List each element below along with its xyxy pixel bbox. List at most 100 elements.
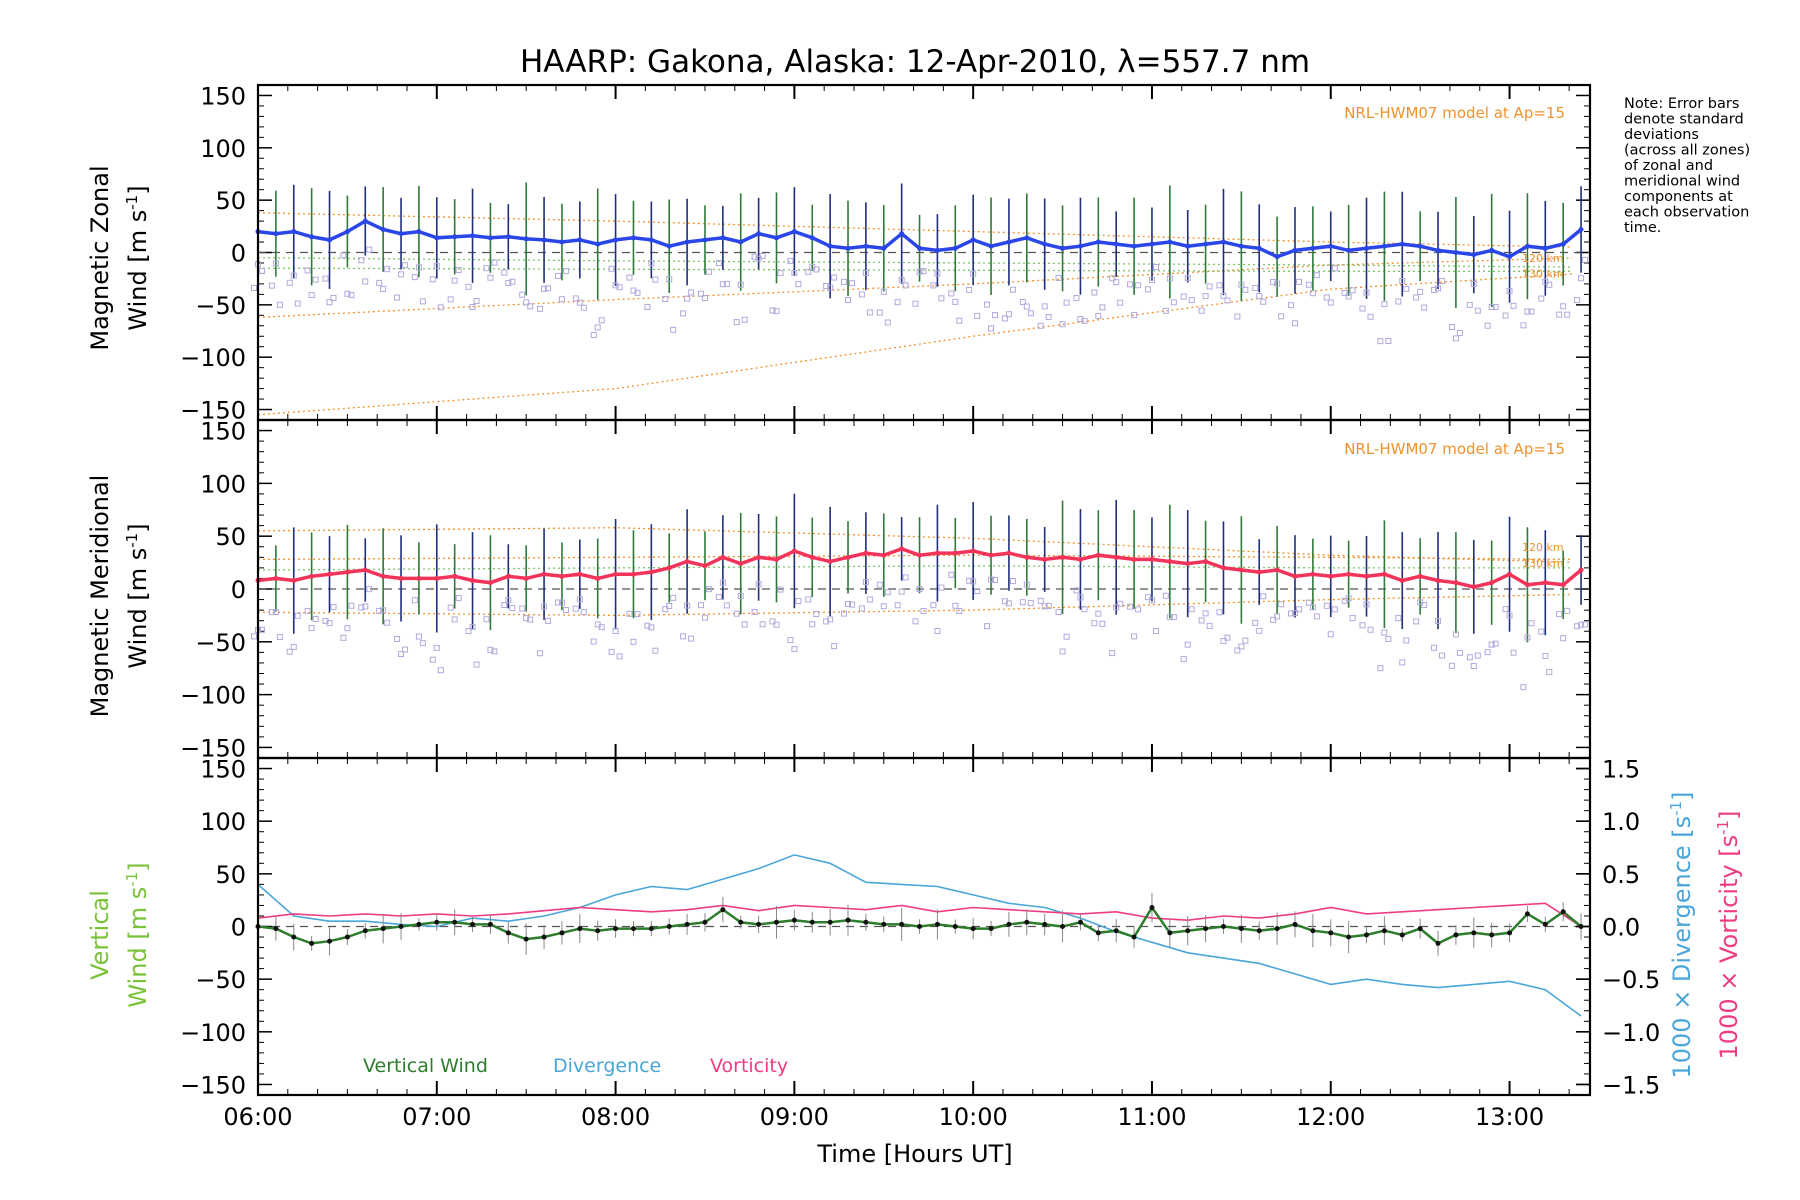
meridional-zone-sample — [862, 579, 869, 586]
zonal-zone-sample — [1506, 288, 1513, 295]
zonal-mean-wind-point — [952, 245, 958, 251]
zonal-model-curve — [257, 273, 1573, 416]
zonal-zone-sample — [1242, 286, 1249, 293]
meridional-zone-sample — [1216, 609, 1223, 616]
vertical-ytick-label: 150 — [200, 756, 246, 784]
meridional-zone-sample — [358, 604, 365, 611]
zonal-zone-sample — [652, 276, 659, 283]
meridional-ytick-label: 0 — [231, 576, 246, 604]
meridional-mean-wind-point — [773, 556, 779, 562]
vertical-wind-point — [881, 921, 887, 927]
zonal-zone-sample — [1349, 287, 1356, 294]
meridional-zone-sample — [251, 633, 257, 640]
zonal-zone-sample — [1117, 299, 1124, 306]
meridional-mean-wind-point — [827, 559, 833, 565]
zonal-zone-sample — [541, 285, 548, 292]
meridional-zone-sample — [1077, 594, 1084, 601]
vertical-wind-point — [773, 919, 779, 925]
zonal-zone-sample — [286, 279, 293, 286]
zonal-zone-sample — [1381, 301, 1388, 308]
meridional-zone-sample — [433, 644, 440, 651]
zonal-zone-sample — [827, 284, 834, 291]
meridional-zone-sample — [1109, 650, 1116, 657]
zonal-mean-wind-point — [738, 239, 744, 245]
zonal-zone-sample — [1313, 272, 1320, 279]
meridional-zone-sample — [992, 576, 999, 583]
right-ytick-label: 1.0 — [1602, 808, 1640, 836]
meridional-zone-sample — [894, 602, 901, 609]
zonal-mean-wind-point — [1435, 247, 1441, 253]
meridional-zone-sample — [1331, 606, 1338, 613]
meridional-zone-sample — [1091, 620, 1098, 627]
zonal-zone-sample — [1059, 321, 1066, 328]
vertical-ytick-label: −100 — [180, 1019, 246, 1047]
meridional-zone-sample — [626, 610, 633, 617]
meridional-zone-sample — [795, 597, 802, 604]
zonal-mean-wind-point — [505, 234, 511, 240]
zonal-zone-sample — [572, 295, 579, 302]
meridional-mean-wind-point — [1274, 567, 1280, 573]
meridional-zone-sample — [1542, 652, 1549, 659]
vertical-wind-point — [1024, 919, 1030, 925]
zonal-zone-sample — [992, 312, 999, 319]
meridional-zone-sample — [733, 610, 740, 617]
vertical-ytick-label: 0 — [231, 914, 246, 942]
meridional-zone-sample — [970, 578, 977, 585]
meridional-zone-sample — [1152, 628, 1159, 635]
zonal-zone-sample — [1216, 282, 1223, 289]
meridional-mean-wind-point — [523, 575, 529, 581]
legend-entry-2: Divergence — [553, 1055, 661, 1077]
meridional-zone-sample — [1413, 618, 1420, 625]
vertical-wind-point — [917, 924, 923, 929]
zonal-mean-wind-point — [1060, 245, 1066, 251]
x-tick-label: 07:00 — [402, 1103, 471, 1131]
meridional-zone-sample — [769, 618, 776, 625]
meridional-zone-sample — [1385, 635, 1392, 642]
zonal-zone-sample — [1488, 304, 1495, 311]
meridional-model-curve — [258, 554, 1573, 561]
meridional-zone-sample — [680, 633, 687, 640]
meridional-zone-sample — [326, 620, 333, 627]
zonal-mean-wind-point — [630, 235, 636, 241]
right-ytick-label: 1.5 — [1602, 756, 1640, 784]
meridional-mean-wind-point — [791, 548, 797, 554]
vertical-wind-point — [1131, 934, 1137, 940]
meridional-zone-sample — [1377, 665, 1384, 672]
zonal-zone-sample — [1395, 298, 1402, 305]
zonal-mean-wind-point — [684, 239, 690, 245]
vertical-ytick-label: −150 — [180, 1071, 246, 1099]
meridional-zone-sample — [1448, 662, 1455, 669]
meridional-mean-wind-point — [595, 575, 601, 581]
meridional-zone-sample — [1131, 633, 1138, 640]
zonal-zone-sample — [451, 277, 458, 284]
meridional-zone-sample — [1162, 592, 1169, 599]
meridional-zone-sample — [348, 602, 355, 609]
meridional-mean-wind-point — [630, 571, 636, 577]
zonal-zone-sample — [1131, 311, 1138, 318]
zonal-zone-sample — [576, 299, 583, 306]
zonal-zone-sample — [1323, 294, 1330, 301]
zonal-zone-sample — [1287, 302, 1294, 309]
zonal-zone-sample — [455, 267, 462, 274]
zonal-zone-sample — [469, 304, 476, 311]
zonal-zone-sample — [1327, 299, 1334, 306]
zonal-mean-wind-point — [1113, 241, 1119, 247]
zonal-zone-sample — [902, 282, 909, 289]
zonal-zone-sample — [272, 260, 279, 267]
zonal-zone-sample — [670, 326, 677, 333]
vertical-wind-point — [1149, 905, 1155, 911]
zonal-zone-sample — [344, 290, 351, 297]
meridional-zone-sample — [1278, 601, 1285, 608]
meridional-zone-sample — [1359, 622, 1366, 629]
zonal-mean-wind-point — [1042, 241, 1048, 247]
zonal-zone-sample — [723, 280, 730, 287]
zonal-mean-wind-point — [1167, 239, 1173, 245]
zonal-zone-sample — [1538, 295, 1545, 302]
zonal-zone-sample — [1256, 293, 1263, 300]
meridional-zone-sample — [1313, 613, 1320, 620]
meridional-zone-sample — [715, 593, 722, 600]
meridional-zone-sample — [616, 653, 623, 660]
note-line: meridional wind — [1624, 174, 1740, 190]
meridional-zone-sample — [1252, 619, 1259, 626]
meridional-zone-sample — [1456, 649, 1463, 656]
